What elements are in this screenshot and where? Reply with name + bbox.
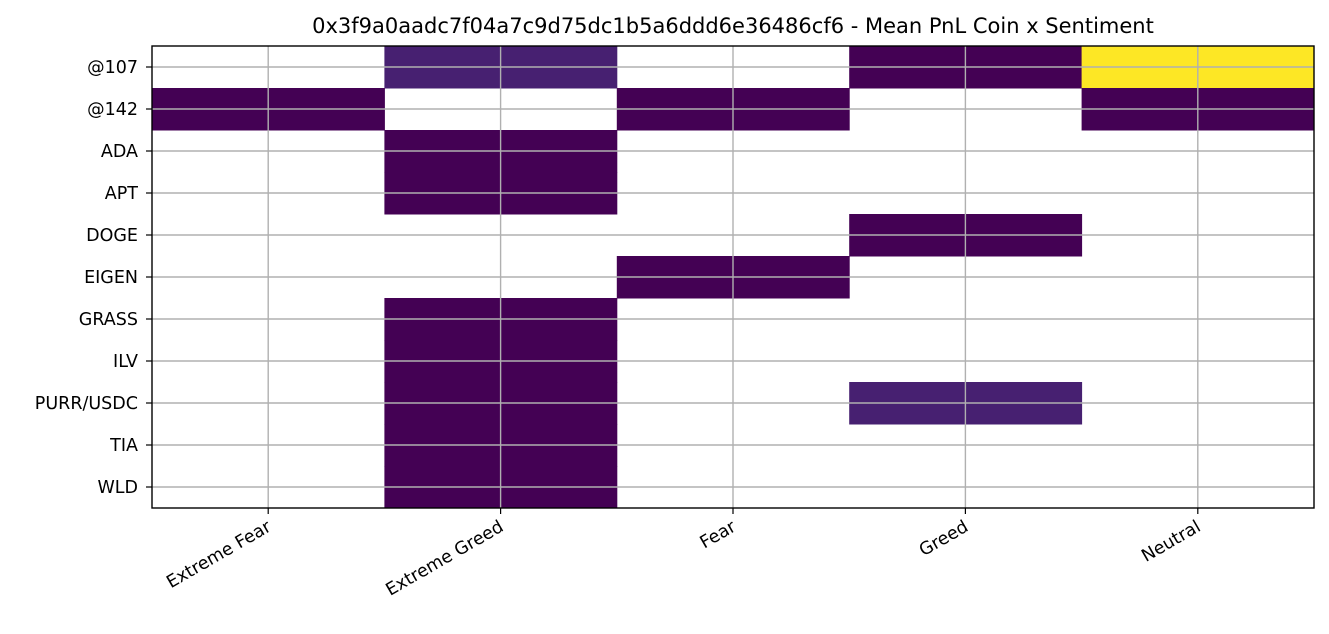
y-tick-label: ADA (101, 142, 138, 162)
y-axis: @107 @142 ADA APT DOGE EIGEN GRASS ILV PURR/USDC… (35, 58, 152, 498)
x-tick-label: Neutral (1138, 517, 1204, 567)
y-tick-label: PURR/USDC (35, 394, 138, 414)
y-tick-label: @142 (87, 100, 138, 120)
y-tick-label: WLD (97, 478, 138, 498)
y-tick-label: DOGE (86, 226, 138, 246)
grid-lines (152, 46, 1314, 508)
x-tick-label: Greed (916, 517, 972, 561)
x-axis: Extreme Fear Extreme Greed Fear Greed Neutra… (163, 508, 1204, 600)
y-tick-label: TIA (109, 436, 138, 456)
y-tick-label: ILV (113, 352, 138, 372)
y-tick-label: EIGEN (84, 268, 138, 288)
plot-frame (151, 45, 1315, 509)
chart-title: 0x3f9a0aadc7f04a7c9d75dc1b5a6ddd6e36486c… (312, 14, 1154, 38)
x-tick-label: Fear (697, 517, 740, 554)
x-tick-label: Extreme Fear (163, 517, 275, 593)
y-tick-label: GRASS (79, 310, 138, 330)
y-tick-label: APT (105, 184, 139, 204)
x-tick-label: Extreme Greed (383, 517, 508, 600)
y-tick-label: @107 (87, 58, 138, 78)
